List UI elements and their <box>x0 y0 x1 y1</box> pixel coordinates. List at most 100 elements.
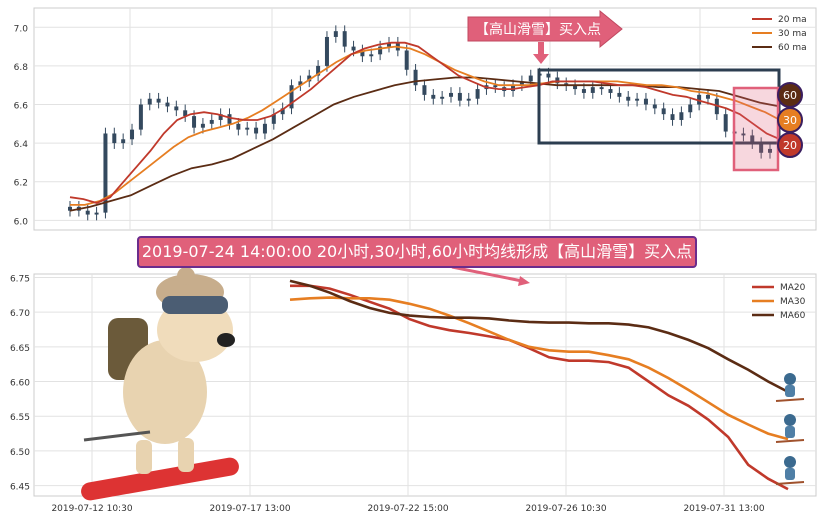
candle-body <box>271 114 276 124</box>
candle-body <box>590 87 595 93</box>
legend-label-ma30: 30 ma <box>778 29 807 39</box>
buy-signal-banner: 2019-07-24 14:00:00 20小时,30小时,60小时均线形成【高… <box>137 236 697 268</box>
buy-tag-shape <box>467 9 623 49</box>
candle-body <box>218 114 223 120</box>
top-ytick-label: 7.0 <box>14 24 29 34</box>
candle-body <box>635 98 640 101</box>
bottom-legend-label-ma20: MA20 <box>780 283 806 293</box>
bottom-ma60-line <box>289 279 789 394</box>
candle-body <box>493 85 498 88</box>
candle-body <box>768 148 772 153</box>
candle-body <box>85 210 90 215</box>
ma20-line <box>69 41 781 204</box>
ma60-line <box>69 76 781 212</box>
candle-body <box>307 75 312 82</box>
skier-figurine <box>775 456 805 485</box>
bottom-ytick-label: 6.70 <box>10 309 30 319</box>
candle-body <box>130 129 135 140</box>
snowboard <box>81 457 239 501</box>
candle-body <box>342 31 347 47</box>
skier-skis <box>775 481 805 485</box>
candle-body <box>688 104 693 113</box>
candle-body <box>245 127 250 130</box>
bottom-ytick-label: 6.50 <box>10 448 30 458</box>
skier-figurine <box>775 373 805 402</box>
candle-body <box>174 106 179 111</box>
skier-skis <box>775 398 805 402</box>
candle-body <box>422 85 427 95</box>
candle-body <box>555 77 560 84</box>
candle-body <box>466 98 471 101</box>
top-plot-area <box>33 7 817 231</box>
goggles <box>162 296 228 314</box>
bottom-xtick-label: 2019-07-31 13:00 <box>683 504 764 514</box>
candle-body <box>262 123 267 134</box>
candle-body <box>608 89 613 93</box>
candle-body <box>351 46 356 51</box>
candle-body <box>652 104 657 109</box>
candle-body <box>68 206 72 211</box>
bottom-xtick-label: 2019-07-22 15:00 <box>367 504 448 514</box>
ma-badge-label-60: 60 <box>783 89 797 102</box>
candle-body <box>316 65 321 76</box>
candle-body <box>192 116 197 128</box>
highlight-box <box>732 86 780 172</box>
candle-body <box>705 94 710 99</box>
candle-body <box>626 96 631 101</box>
candle-body <box>413 69 418 86</box>
candle-body <box>112 133 117 144</box>
buy-tag-pointer <box>533 42 549 64</box>
bottom-ma30-line <box>289 296 789 441</box>
puppy-leg <box>178 438 194 472</box>
candle-body <box>147 98 152 105</box>
skier-body <box>785 385 795 397</box>
ma-badge-label-30: 30 <box>783 114 797 127</box>
candle-body <box>280 108 285 115</box>
candle-body <box>599 87 604 90</box>
bottom-legend-label-ma60: MA60 <box>780 311 806 321</box>
candle-body <box>546 73 551 78</box>
banner-arrow-head <box>518 276 530 286</box>
candle-body <box>431 94 436 99</box>
candle-body <box>759 143 764 153</box>
candle-body <box>741 133 746 136</box>
ma-badge-label-20: 20 <box>783 139 797 152</box>
candle-body <box>138 104 143 130</box>
candle-body <box>165 102 170 107</box>
candle-body <box>156 98 161 103</box>
bottom-xtick-label: 2019-07-17 13:00 <box>209 504 290 514</box>
candle-body <box>440 96 445 99</box>
top-ytick-label: 6.8 <box>14 63 29 73</box>
skier-head <box>784 414 796 426</box>
beanie-pompom <box>177 267 195 285</box>
candle-body <box>369 54 374 57</box>
puppy-leg <box>136 440 152 474</box>
candle-body <box>679 112 684 120</box>
puppy-nose <box>217 333 235 347</box>
candle-body <box>750 135 755 144</box>
banner-arrow <box>451 265 523 283</box>
skier-head <box>784 456 796 468</box>
top-legend: 20 ma 30 ma 60 ma <box>752 15 807 53</box>
bottom-xtick-label: 2019-07-26 10:30 <box>525 504 606 514</box>
bottom-ytick-label: 6.55 <box>10 413 30 423</box>
skier-head <box>784 373 796 385</box>
candle-body <box>360 50 365 57</box>
top-ytick-label: 6.2 <box>14 179 28 189</box>
candle-body <box>324 36 329 66</box>
candle-body <box>643 98 648 105</box>
candle-body <box>457 92 462 101</box>
candle-body <box>449 92 454 97</box>
candle-body <box>378 46 383 55</box>
ma30-line <box>70 45 781 206</box>
skier-body <box>785 426 795 438</box>
bottom-ytick-label: 6.60 <box>10 379 30 389</box>
candle-body <box>617 92 622 97</box>
top-ytick-label: 6.6 <box>14 102 29 112</box>
bottom-ytick-label: 6.45 <box>10 483 30 493</box>
bottom-ytick-label: 6.75 <box>10 274 30 284</box>
top-ytick-label: 6.4 <box>14 140 29 150</box>
candle-body <box>209 119 214 124</box>
candle-body <box>103 133 108 213</box>
